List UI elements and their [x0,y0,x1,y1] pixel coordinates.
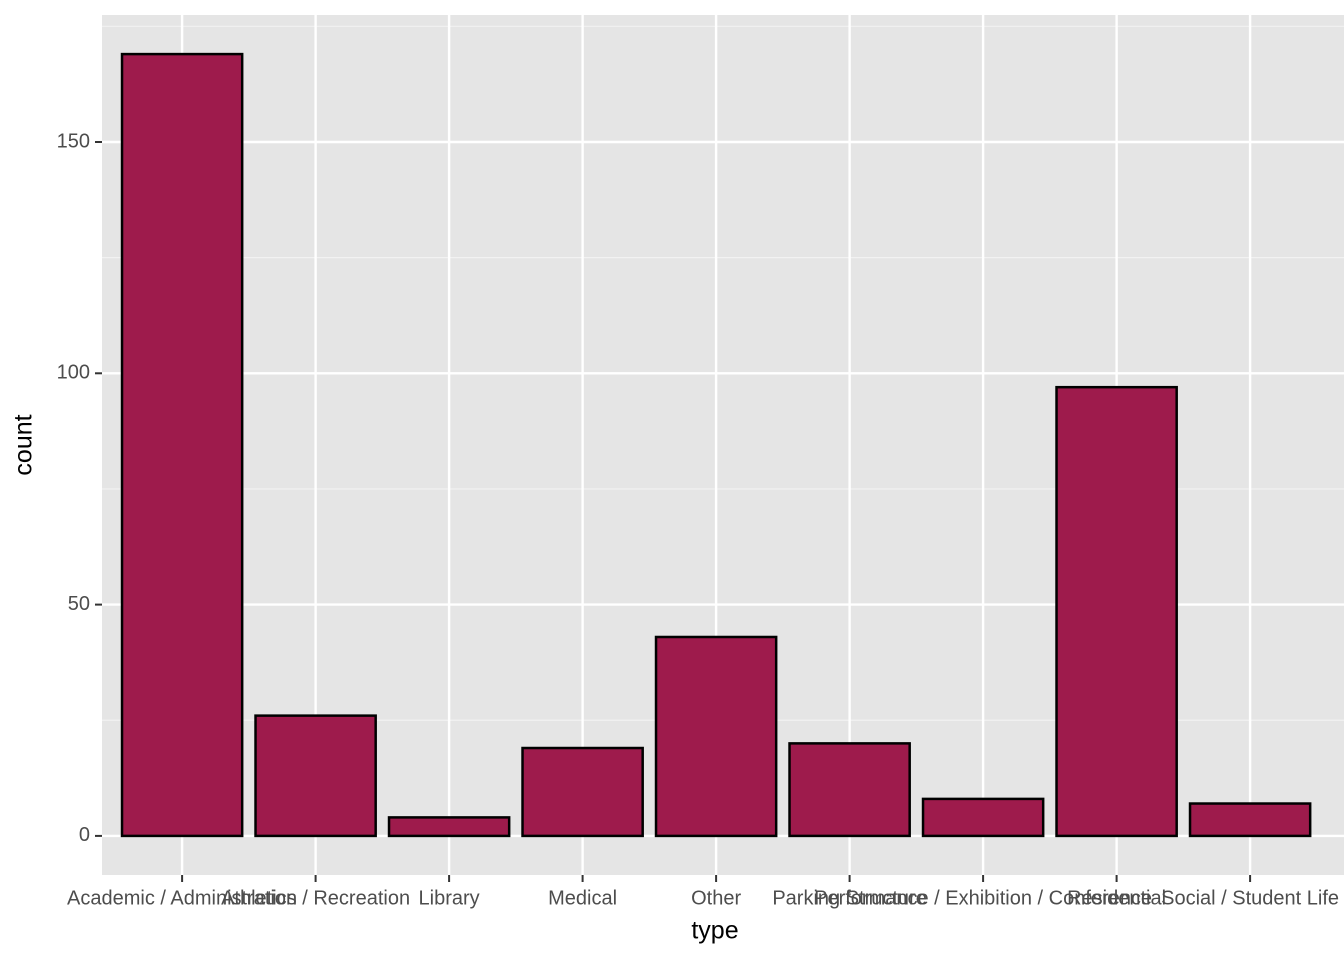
bar [654,635,778,838]
bar [521,746,644,838]
y-tick-label: 100 [57,362,90,384]
bar [120,52,244,838]
x-tick-label: Performance / Exhibition / Conference [814,887,1152,909]
x-tick-label: Social / Student Life [1161,887,1339,909]
x-tick-label: Academic / Administration [67,887,297,909]
bar [1188,802,1312,838]
bar [1055,385,1178,838]
y-tick-label: 150 [57,130,90,152]
y-axis-title: count [10,414,38,475]
x-tick-label: Residential [1067,887,1166,909]
x-tick-label: Parking Structure [772,887,927,909]
x-tick-label: Athletics / Recreation [221,887,410,909]
bar [788,742,911,838]
x-axis-title: type [691,917,738,945]
bar [921,797,1045,838]
bar [387,816,511,838]
x-tick-label: Other [691,887,741,909]
bar [254,714,377,838]
y-tick-label: 0 [79,824,90,846]
x-tick-label: Library [419,887,480,909]
x-tick-label: Medical [548,887,617,909]
y-tick-label: 50 [68,593,90,615]
